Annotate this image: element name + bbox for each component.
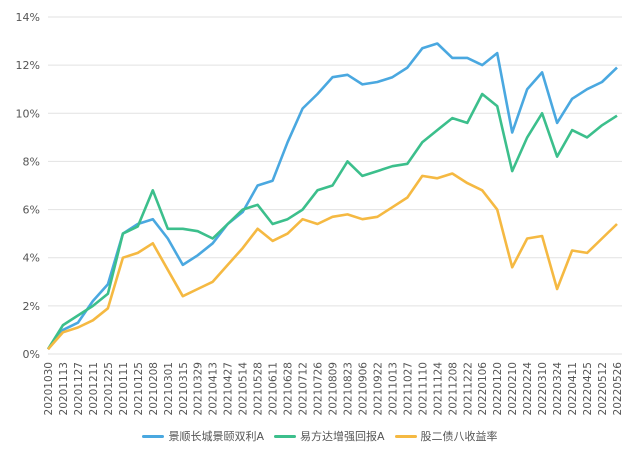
x-tick-label: 20210208 — [148, 362, 160, 415]
y-tick-label: 0% — [23, 348, 40, 361]
legend-label: 股二债八收益率 — [420, 430, 498, 443]
legend-item-benchmark[interactable]: 股二债八收益率 — [394, 428, 498, 444]
series-line-2 — [47, 172, 618, 351]
x-tick-label: 20220210 — [507, 362, 519, 415]
y-tick-label: 8% — [23, 155, 40, 168]
x-tick-label: 20220512 — [597, 362, 609, 415]
x-tick-label: 20201225 — [103, 362, 115, 415]
x-tick-label: 20220120 — [492, 362, 504, 415]
x-tick-label: 20220310 — [537, 362, 549, 415]
x-tick-label: 20201211 — [88, 362, 100, 415]
y-tick-label: 4% — [23, 252, 40, 265]
x-tick-label: 20220425 — [582, 362, 594, 415]
series-line-0 — [46, 42, 618, 350]
legend-swatch — [142, 434, 165, 438]
x-tick-label: 20210301 — [163, 362, 175, 415]
legend-item-efunda[interactable]: 易方达增强回报A — [274, 428, 385, 444]
x-tick-label: 20210726 — [313, 362, 325, 416]
x-tick-label: 20210611 — [268, 362, 280, 415]
x-tick-label: 20210823 — [342, 362, 354, 415]
x-tick-label: 20201113 — [58, 362, 70, 415]
x-tick-label: 20210922 — [372, 362, 384, 415]
x-tick-label: 20220411 — [567, 362, 579, 415]
y-tick-label: 12% — [16, 59, 40, 72]
series-line-1 — [46, 92, 618, 350]
x-tick-label: 20210427 — [223, 362, 235, 415]
x-tick-label: 20210628 — [283, 362, 295, 415]
x-tick-label: 20210712 — [298, 362, 310, 415]
x-tick-label: 20210125 — [133, 362, 145, 415]
y-tick-label: 14% — [16, 11, 40, 24]
x-tick-label: 20201127 — [73, 362, 85, 415]
legend-label: 易方达增强回报A — [300, 430, 385, 443]
x-tick-label: 20210906 — [357, 362, 369, 416]
y-tick-label: 6% — [23, 204, 40, 217]
legend-swatch — [394, 434, 417, 438]
x-tick-label: 20211110 — [417, 362, 429, 415]
y-tick-label: 2% — [23, 300, 40, 313]
x-tick-label: 20211027 — [402, 362, 414, 415]
x-tick-label: 20211124 — [432, 362, 444, 416]
x-tick-label: 20220324 — [552, 362, 564, 416]
y-tick-label: 10% — [16, 107, 40, 120]
x-tick-label: 20210111 — [118, 362, 130, 415]
legend-label: 景顺长城景颐双利A — [168, 430, 264, 443]
x-tick-label: 20210528 — [253, 362, 265, 415]
legend-item-jingshun[interactable]: 景顺长城景颐双利A — [142, 428, 264, 444]
x-tick-label: 20211222 — [462, 362, 474, 415]
x-tick-label: 20210514 — [238, 362, 250, 416]
x-tick-label: 20211013 — [387, 362, 399, 415]
x-tick-label: 20220526 — [612, 362, 624, 416]
x-tick-label: 20211208 — [447, 362, 459, 415]
x-tick-label: 20210315 — [178, 362, 190, 415]
x-tick-label: 20210329 — [193, 362, 205, 415]
x-tick-label: 20220224 — [522, 362, 534, 416]
legend: 景顺长城景颐双利A 易方达增强回报A 股二债八收益率 — [0, 428, 640, 444]
x-tick-label: 20220106 — [477, 362, 489, 416]
x-tick-label: 20201030 — [43, 362, 55, 415]
legend-swatch — [274, 434, 296, 438]
x-tick-label: 20210809 — [328, 362, 340, 415]
x-tick-label: 20210413 — [208, 362, 220, 415]
